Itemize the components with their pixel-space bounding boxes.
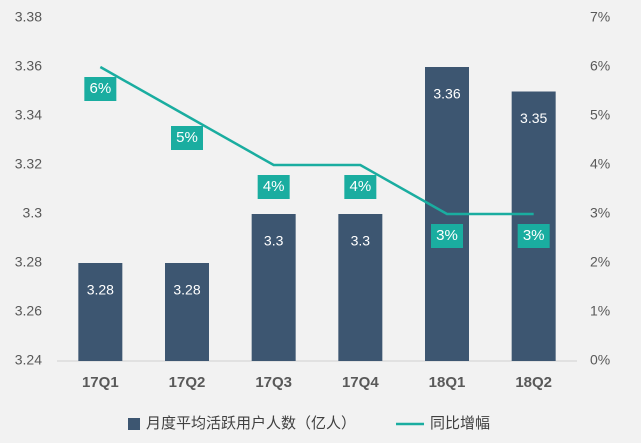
bar-label: 3.35 [520, 110, 547, 126]
y2-tick-label: 7% [590, 9, 610, 25]
y2-tick-label: 1% [590, 303, 610, 319]
y2-tick-label: 4% [590, 156, 610, 172]
y-tick-label: 3.36 [15, 58, 42, 74]
line-label: 4% [263, 178, 285, 195]
x-tick-label: 18Q1 [429, 374, 466, 391]
line-label: 3% [436, 227, 458, 244]
y-tick-label: 3.32 [15, 156, 42, 172]
label-box [517, 224, 550, 248]
x-tick-label: 17Q3 [255, 374, 292, 391]
y-tick-label: 3.26 [15, 303, 42, 319]
y2-tick-label: 6% [590, 58, 610, 74]
line [99, 65, 534, 216]
bar-label: 3.3 [264, 233, 284, 249]
label-box [171, 126, 203, 150]
y-tick-label: 3.38 [15, 9, 42, 25]
label-box [431, 224, 463, 248]
bar-label: 3.36 [433, 86, 460, 102]
line-label: 5% [176, 129, 198, 146]
bar [251, 214, 296, 361]
y-tick-label: 3.24 [15, 352, 42, 368]
y2-tick-label: 0% [590, 352, 610, 368]
line-label: 6% [89, 80, 111, 97]
label-box [344, 175, 377, 199]
label-box [84, 77, 117, 101]
bar [78, 263, 123, 361]
y-tick-label: 3.34 [15, 107, 42, 123]
y2-tick-label: 2% [590, 254, 610, 270]
bar [338, 214, 383, 361]
bar [165, 263, 209, 361]
bar-label: 3.28 [173, 282, 200, 298]
line-label: 3% [523, 227, 545, 244]
x-tick-label: 17Q2 [169, 374, 206, 391]
x-tick-label: 17Q4 [342, 374, 379, 391]
x-tick-label: 18Q2 [515, 374, 552, 391]
legend-label: 月度平均活跃用户人数（亿人） [146, 415, 356, 432]
bar-label: 3.28 [87, 282, 114, 298]
y-tick-label: 3.3 [23, 205, 43, 221]
y-tick-label: 3.28 [15, 254, 42, 270]
y2-tick-label: 3% [590, 205, 610, 221]
y2-tick-label: 5% [590, 107, 610, 123]
legend-label: 同比增幅 [430, 415, 490, 432]
line-label: 4% [349, 178, 371, 195]
bar-label: 3.3 [351, 233, 371, 249]
legend-swatch [128, 418, 140, 430]
x-tick-label: 17Q1 [82, 374, 119, 391]
label-box [257, 175, 290, 199]
